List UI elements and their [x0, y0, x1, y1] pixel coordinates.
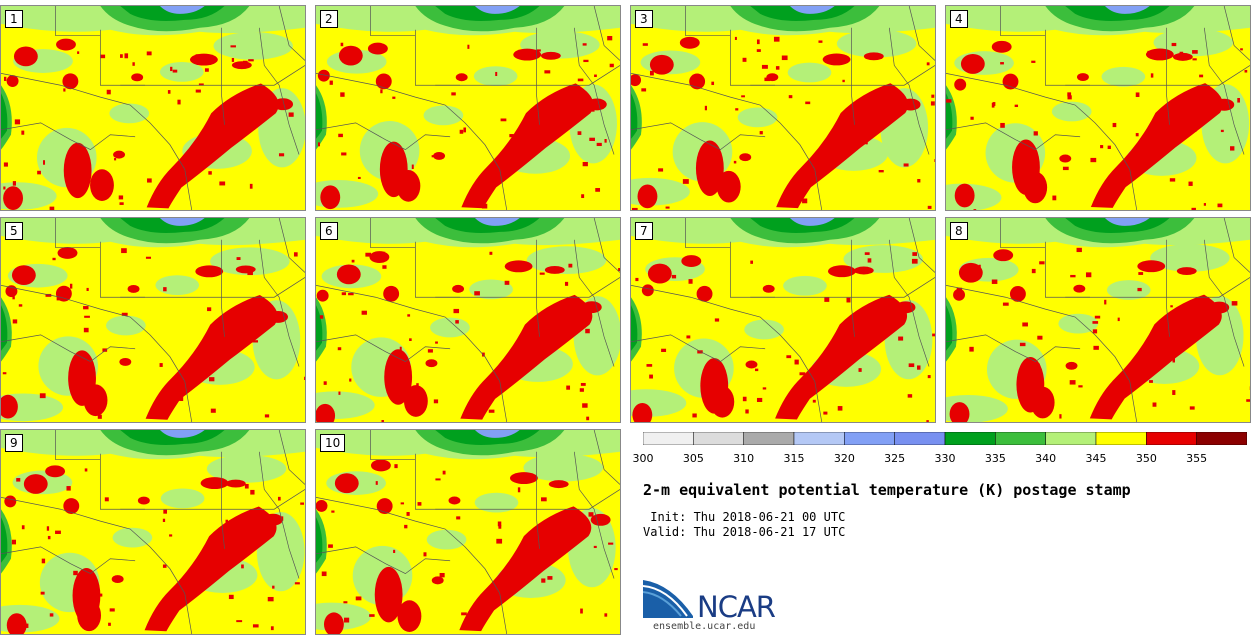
- figure-title: 2-m equivalent potential temperature (K)…: [643, 481, 1131, 499]
- colorbar-tick-label: 315: [783, 452, 805, 465]
- colorbar-tick-label: 340: [1035, 452, 1057, 465]
- member-number-label: 5: [5, 222, 23, 240]
- colorbar-tick-label: 305: [682, 452, 704, 465]
- colorbar-swatch: [1045, 432, 1097, 445]
- logo-text: NCAR: [697, 590, 776, 624]
- map-panel: 7: [630, 217, 936, 423]
- map-panel: 5: [0, 217, 306, 423]
- colorbar: [643, 432, 1247, 445]
- colorbar-tick-label: 345: [1085, 452, 1107, 465]
- colorbar-swatch: [844, 432, 895, 445]
- map-field: [1, 6, 305, 210]
- colorbar-tick-label: 320: [833, 452, 855, 465]
- colorbar-tick-label: 355: [1186, 452, 1208, 465]
- map-field: [316, 218, 620, 422]
- map-panel: 10: [315, 429, 621, 635]
- map-field: [946, 218, 1250, 422]
- map-field: [946, 6, 1250, 210]
- map-field: [316, 6, 620, 210]
- colorbar-swatch: [793, 432, 845, 445]
- colorbar-swatch: [995, 432, 1046, 445]
- colorbar-tick-label: 335: [984, 452, 1006, 465]
- colorbar-tick-label: 350: [1135, 452, 1157, 465]
- colorbar-tick-label: 300: [632, 452, 654, 465]
- map-panel: 8: [945, 217, 1251, 423]
- init-time: Init: Thu 2018-06-21 00 UTC: [643, 510, 846, 524]
- map-panel: 6: [315, 217, 621, 423]
- member-number-label: 3: [635, 10, 653, 28]
- colorbar-swatch: [743, 432, 795, 445]
- member-number-label: 10: [320, 434, 346, 452]
- colorbar-swatch: [643, 432, 694, 445]
- map-panel: 3: [630, 5, 936, 211]
- colorbar-swatch: [1095, 432, 1147, 445]
- map-field: [1, 218, 305, 422]
- map-field: [316, 430, 620, 634]
- map-panel: 9: [0, 429, 306, 635]
- map-field: [1, 430, 305, 634]
- colorbar-tick-label: 330: [934, 452, 956, 465]
- colorbar-swatch: [894, 432, 946, 445]
- colorbar-tick-label: 310: [733, 452, 755, 465]
- member-number-label: 8: [950, 222, 968, 240]
- valid-time: Valid: Thu 2018-06-21 17 UTC: [643, 525, 846, 539]
- member-number-label: 6: [320, 222, 338, 240]
- member-number-label: 1: [5, 10, 23, 28]
- colorbar-tick-label: 325: [884, 452, 906, 465]
- member-number-label: 9: [5, 434, 23, 452]
- map-field: [631, 218, 935, 422]
- colorbar-swatch: [1146, 432, 1197, 445]
- map-field: [631, 6, 935, 210]
- member-number-label: 7: [635, 222, 653, 240]
- member-number-label: 2: [320, 10, 338, 28]
- member-number-label: 4: [950, 10, 968, 28]
- map-panel: 1: [0, 5, 306, 211]
- colorbar-swatch: [1196, 432, 1247, 445]
- colorbar-swatch: [693, 432, 744, 445]
- ncar-logo-icon: [643, 580, 693, 618]
- colorbar-swatch: [944, 432, 996, 445]
- map-panel: 4: [945, 5, 1251, 211]
- map-panel: 2: [315, 5, 621, 211]
- website-link[interactable]: ensemble.ucar.edu: [653, 621, 756, 632]
